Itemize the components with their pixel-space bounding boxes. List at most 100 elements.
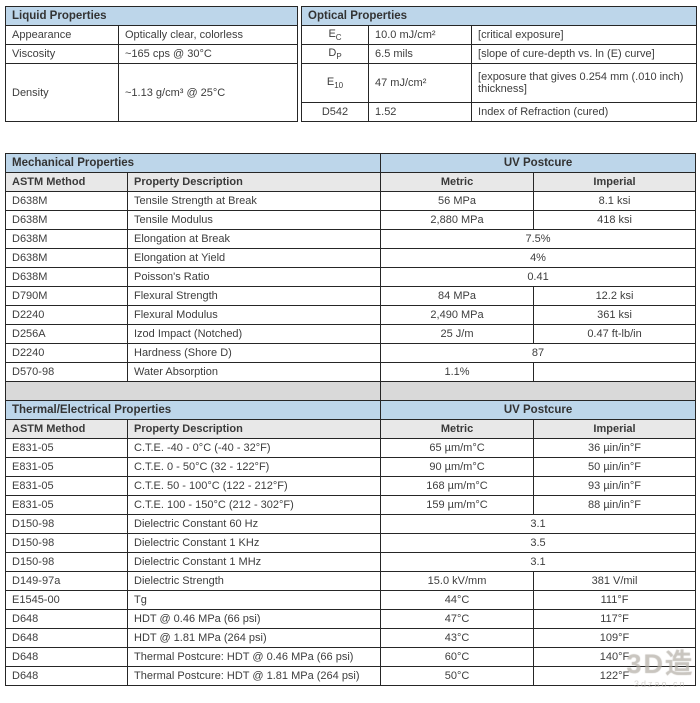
thermal-row: D648 Thermal Postcure: HDT @ 0.46 MPa (66… (5, 647, 697, 667)
thermal-row: D648 HDT @ 1.81 MPa (264 psi) 43°C 109°F (5, 628, 697, 648)
properties-table: Mechanical Properties UV Postcure ASTM M… (4, 153, 697, 686)
optical-row: D542 1.52 Index of Refraction (cured) (301, 102, 698, 122)
thermal-row: D150-98 Dielectric Constant 1 MHz 3.1 (5, 552, 697, 572)
thermal-metric-cell: 159 µm/m°C (380, 495, 535, 515)
thermal-metric-cell: 44°C (380, 590, 535, 610)
mechanical-row: D2240 Flexural Modulus 2,490 MPa 361 ksi (5, 305, 697, 325)
optical-title-row: Optical Properties (301, 6, 698, 26)
mechanical-metric-cell: 2,880 MPa (380, 210, 535, 230)
thermal-col-property-description: Property Description (126, 419, 382, 439)
thermal-property-cell: Dielectric Constant 1 MHz (126, 552, 382, 572)
thermal-property-cell: Dielectric Strength (126, 571, 382, 591)
mechanical-imperial-cell: 361 ksi (533, 305, 697, 325)
optical-properties-table: Optical Properties EC 10.0 mJ/cm² [critica… (301, 6, 698, 122)
mechanical-method-cell: D638M (5, 191, 128, 211)
optical-symbol-cell: EC (301, 25, 370, 45)
thermal-property-cell: Thermal Postcure: HDT @ 1.81 MPa (264 ps… (126, 666, 382, 686)
thermal-property-cell: C.T.E. 50 - 100°C (122 - 212°F) (126, 476, 382, 496)
thermal-method-cell: D648 (5, 628, 128, 648)
liquid-properties-table: Liquid Properties Appearance Optically cl… (4, 6, 299, 122)
mechanical-row: D638M Elongation at Break 7.5% (5, 229, 697, 249)
thermal-property-cell: HDT @ 1.81 MPa (264 psi) (126, 628, 382, 648)
optical-row: DP 6.5 mils [slope of cure-depth vs. ln (E… (301, 44, 698, 64)
optical-note-cell: Index of Refraction (cured) (471, 102, 698, 122)
thermal-imperial-cell: 36 µin/in°F (533, 438, 697, 458)
optical-symbol-cell: D542 (301, 102, 370, 122)
top-tables-section: Liquid Properties Appearance Optically cl… (4, 6, 698, 122)
mechanical-imperial-cell: 8.1 ksi (533, 191, 697, 211)
mechanical-method-cell: D790M (5, 286, 128, 306)
optical-value-cell: 6.5 mils (368, 44, 473, 64)
mechanical-method-cell: D256A (5, 324, 128, 344)
mechanical-imperial-cell (533, 362, 697, 382)
thermal-metric-cell: 15.0 kV/mm (380, 571, 535, 591)
mechanical-span-value-cell: 4% (380, 248, 697, 268)
thermal-property-cell: Dielectric Constant 1 KHz (126, 533, 382, 553)
mechanical-property-cell: Poisson's Ratio (126, 267, 382, 287)
thermal-row: E1545-00 Tg 44°C 111°F (5, 590, 697, 610)
optical-value-cell: 1.52 (368, 102, 473, 122)
liquid-value-cell: Optically clear, colorless (117, 25, 299, 45)
liquid-row: Viscosity ~165 cps @ 30°C (5, 44, 299, 64)
thermal-row: E831-05 C.T.E. 0 - 50°C (32 - 122°F) 90 µm… (5, 457, 697, 477)
thermal-row: D150-98 Dielectric Constant 60 Hz 3.1 (5, 514, 697, 534)
mechanical-row: D638M Elongation at Yield 4% (5, 248, 697, 268)
mechanical-col-imperial: Imperial (533, 172, 697, 192)
thermal-imperial-cell: 111°F (533, 590, 697, 610)
thermal-row: D648 HDT @ 0.46 MPa (66 psi) 47°C 117°F (5, 609, 697, 629)
mechanical-property-cell: Elongation at Yield (126, 248, 382, 268)
thermal-method-cell: D648 (5, 647, 128, 667)
mechanical-property-cell: Water Absorption (126, 362, 382, 382)
mechanical-row: D638M Tensile Strength at Break 56 MPa 8.1 … (5, 191, 697, 211)
mechanical-metric-cell: 2,490 MPa (380, 305, 535, 325)
optical-table-body: EC 10.0 mJ/cm² [critical exposure] DP 6.5 mi… (301, 25, 698, 122)
thermal-imperial-cell: 381 V/mil (533, 571, 697, 591)
mechanical-col-astm-method: ASTM Method (5, 172, 128, 192)
spacer-cell-right (380, 381, 697, 401)
table-spacer-row (4, 381, 697, 401)
optical-symbol-cell: E10 (301, 63, 370, 103)
thermal-property-cell: HDT @ 0.46 MPa (66 psi) (126, 609, 382, 629)
thermal-electrical-properties-title: Thermal/Electrical Properties (4, 400, 382, 420)
thermal-metric-cell: 90 µm/m°C (380, 457, 535, 477)
optical-note-cell: [critical exposure] (471, 25, 698, 45)
liquid-property-cell: Viscosity (5, 44, 119, 64)
thermal-property-cell: C.T.E. 100 - 150°C (212 - 302°F) (126, 495, 382, 515)
thermal-row: D150-98 Dielectric Constant 1 KHz 3.5 (5, 533, 697, 553)
thermal-row: E831-05 C.T.E. 100 - 150°C (212 - 302°F) 1… (5, 495, 697, 515)
mechanical-property-cell: Flexural Modulus (126, 305, 382, 325)
thermal-property-cell: Dielectric Constant 60 Hz (126, 514, 382, 534)
mechanical-method-cell: D570-98 (5, 362, 128, 382)
thermal-method-cell: E831-05 (5, 495, 128, 515)
mechanical-metric-cell: 56 MPa (380, 191, 535, 211)
datasheet-page: Liquid Properties Appearance Optically cl… (4, 6, 698, 686)
thermal-col-astm-method: ASTM Method (5, 419, 128, 439)
thermal-imperial-cell: 88 µin/in°F (533, 495, 697, 515)
optical-note-cell: [exposure that gives 0.254 mm (.010 inch… (471, 63, 698, 103)
mechanical-metric-cell: 25 J/m (380, 324, 535, 344)
mechanical-subheader-row: ASTM Method Property Description Metric … (5, 172, 697, 192)
thermal-imperial-cell: 117°F (533, 609, 697, 629)
mechanical-method-cell: D638M (5, 248, 128, 268)
liquid-property-cell: Density (5, 63, 119, 122)
liquid-table-body: Appearance Optically clear, colorless Visc… (5, 25, 299, 122)
mechanical-span-value-cell: 0.41 (380, 267, 697, 287)
thermal-metric-cell: 50°C (380, 666, 535, 686)
thermal-metric-cell: 47°C (380, 609, 535, 629)
mechanical-row: D256A Izod Impact (Notched) 25 J/m 0.47 ft-… (5, 324, 697, 344)
mechanical-title-row: Mechanical Properties UV Postcure (4, 153, 697, 173)
optical-row: E10 47 mJ/cm² [exposure that gives 0.254 m… (301, 63, 698, 103)
spacer-cell-left (4, 381, 382, 401)
mechanical-col-property-description: Property Description (126, 172, 382, 192)
mechanical-property-cell: Izod Impact (Notched) (126, 324, 382, 344)
thermal-imperial-cell: 122°F (533, 666, 697, 686)
thermal-col-metric: Metric (380, 419, 535, 439)
mechanical-imperial-cell: 0.47 ft-lb/in (533, 324, 697, 344)
thermal-method-cell: E1545-00 (5, 590, 128, 610)
mechanical-row: D638M Tensile Modulus 2,880 MPa 418 ksi (5, 210, 697, 230)
mechanical-table-body: D638M Tensile Strength at Break 56 MPa 8.1 … (5, 191, 697, 382)
mechanical-property-cell: Elongation at Break (126, 229, 382, 249)
thermal-imperial-cell: 93 µin/in°F (533, 476, 697, 496)
optical-value-cell: 47 mJ/cm² (368, 63, 473, 103)
mechanical-span-value-cell: 7.5% (380, 229, 697, 249)
